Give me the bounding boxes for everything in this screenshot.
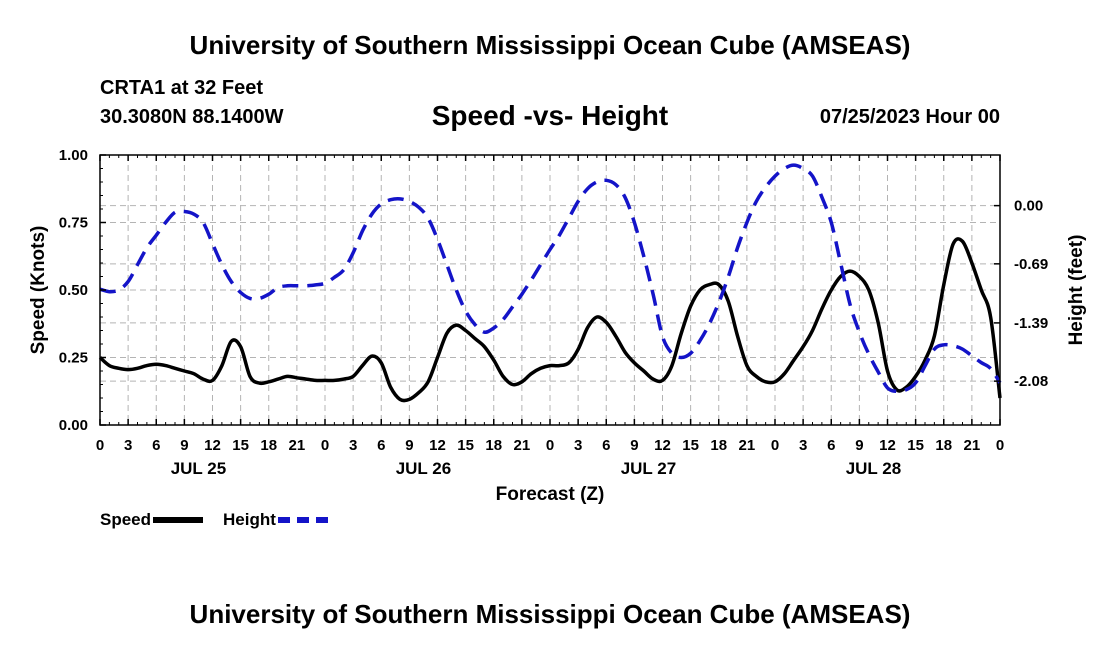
x-tick-label: 6: [602, 437, 610, 454]
series-lines: [98, 163, 1002, 403]
series-line-height: [99, 163, 1002, 394]
legend-item-speed: Speed: [100, 510, 204, 530]
chart-subtitle: Speed -vs- Height: [431, 100, 669, 131]
forecast-datetime: 07/25/2023 Hour 00: [819, 106, 1000, 128]
day-label: JUL 26: [396, 459, 451, 478]
x-tick-label: 3: [124, 437, 132, 454]
x-tick-label: 3: [349, 437, 357, 454]
x-tick-label: 18: [485, 437, 502, 454]
x-tick-label: 0: [546, 437, 554, 454]
x-tick-label: 21: [739, 437, 756, 454]
x-tick-label: 0: [96, 437, 104, 454]
x-tick-label: 18: [935, 437, 952, 454]
y-tick-label: 0.75: [59, 215, 88, 232]
y-axis-label: Speed (Knots): [28, 226, 49, 355]
legend: Speed Height: [100, 509, 348, 531]
x-tick-label: 0: [996, 437, 1004, 454]
x-tick-label: 6: [377, 437, 385, 454]
y2-tick-label: -1.39: [1014, 315, 1048, 332]
x-tick-label: 15: [682, 437, 699, 454]
y-tick-label: 0.25: [59, 350, 88, 367]
footer-title: University of Southern Mississippi Ocean…: [189, 599, 911, 629]
x-tick-label: 9: [630, 437, 638, 454]
y2-tick-label: 0.00: [1014, 198, 1043, 215]
x-tick-label: 9: [405, 437, 413, 454]
day-label: JUL 25: [171, 459, 226, 478]
x-tick-label: 21: [514, 437, 531, 454]
station-name: CRTA1 at 32 Feet: [100, 77, 264, 99]
y-tick-label: 0.00: [59, 417, 88, 434]
legend-label-height: Height: [223, 510, 276, 529]
x-tick-label: 12: [429, 437, 446, 454]
grid-lines: [100, 155, 1000, 425]
x-tick-label: 18: [260, 437, 277, 454]
x-tick-label: 9: [180, 437, 188, 454]
y2-tick-label: -2.08: [1014, 373, 1048, 390]
x-tick-label: 6: [827, 437, 835, 454]
x-tick-label: 18: [710, 437, 727, 454]
chart-title: University of Southern Mississippi Ocean…: [189, 30, 911, 60]
axes: 0 3 6 9 12 15 18 21 0 3 6 9 12 15 18 21 0 3 6 9 12 15 18 21 0 3 6 9…: [59, 147, 1048, 478]
x-tick-label: 15: [907, 437, 924, 454]
day-label: JUL 28: [846, 459, 901, 478]
x-tick-label: 6: [152, 437, 160, 454]
x-tick-label: 3: [799, 437, 807, 454]
legend-swatch-height: [277, 517, 328, 523]
x-tick-label: 21: [964, 437, 981, 454]
x-tick-label: 12: [654, 437, 671, 454]
legend-item-height: Height: [223, 510, 328, 530]
y2-axis-label: Height (feet): [1066, 235, 1087, 346]
day-label: JUL 27: [621, 459, 676, 478]
legend-label-speed: Speed: [100, 510, 152, 529]
y-tick-label: 1.00: [59, 147, 88, 164]
x-tick-label: 0: [771, 437, 779, 454]
x-tick-label: 21: [289, 437, 306, 454]
x-tick-label: 0: [321, 437, 329, 454]
station-coordinates: 30.3080N 88.1400W: [100, 106, 284, 128]
legend-swatch-speed: [153, 517, 204, 523]
y2-tick-label: -0.69: [1014, 256, 1048, 273]
x-axis-label: Forecast (Z): [496, 484, 605, 505]
y-tick-label: 0.50: [59, 282, 88, 299]
x-tick-label: 15: [232, 437, 249, 454]
x-tick-label: 3: [574, 437, 582, 454]
x-tick-label: 9: [855, 437, 863, 454]
x-tick-label: 15: [457, 437, 474, 454]
series-line-speed: [98, 237, 1002, 403]
x-tick-label: 12: [204, 437, 221, 454]
x-tick-label: 12: [879, 437, 896, 454]
